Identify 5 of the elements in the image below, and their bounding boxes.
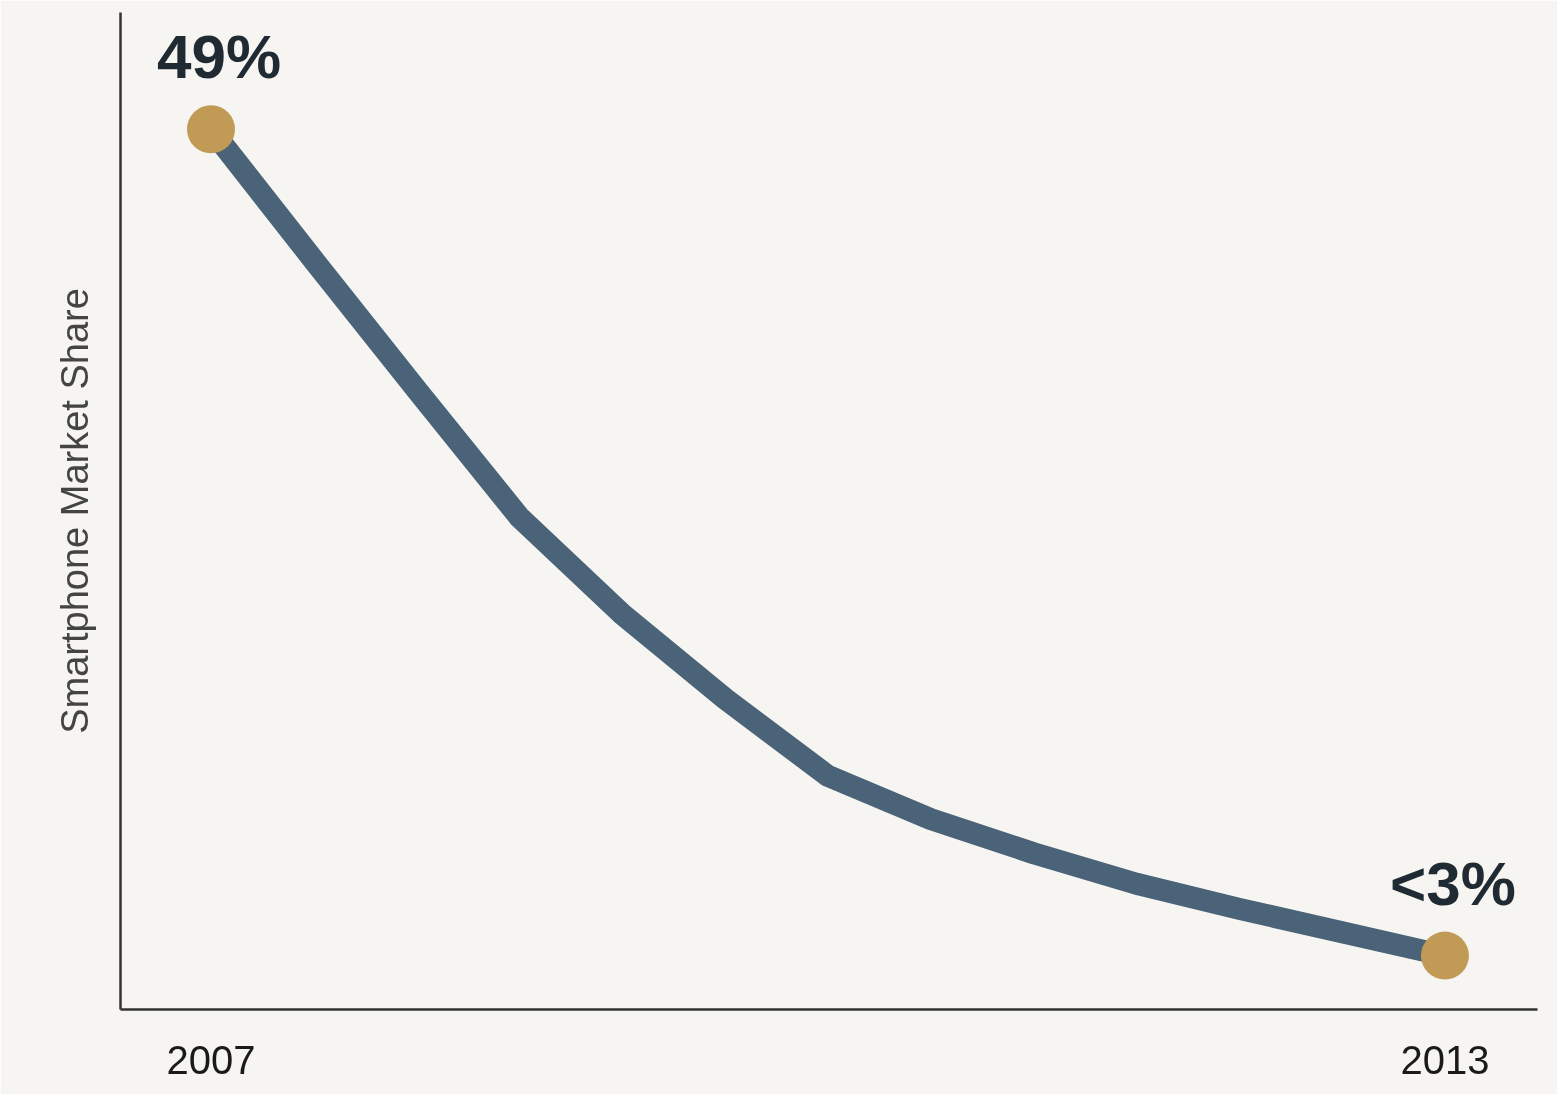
x-tick-label: 2007 xyxy=(166,1037,256,1082)
data-label: <3% xyxy=(1390,848,1516,918)
x-tick-label: 2013 xyxy=(1400,1037,1490,1082)
data-label: 49% xyxy=(156,22,282,92)
y-axis-title: Smartphone Market Share xyxy=(53,288,96,734)
